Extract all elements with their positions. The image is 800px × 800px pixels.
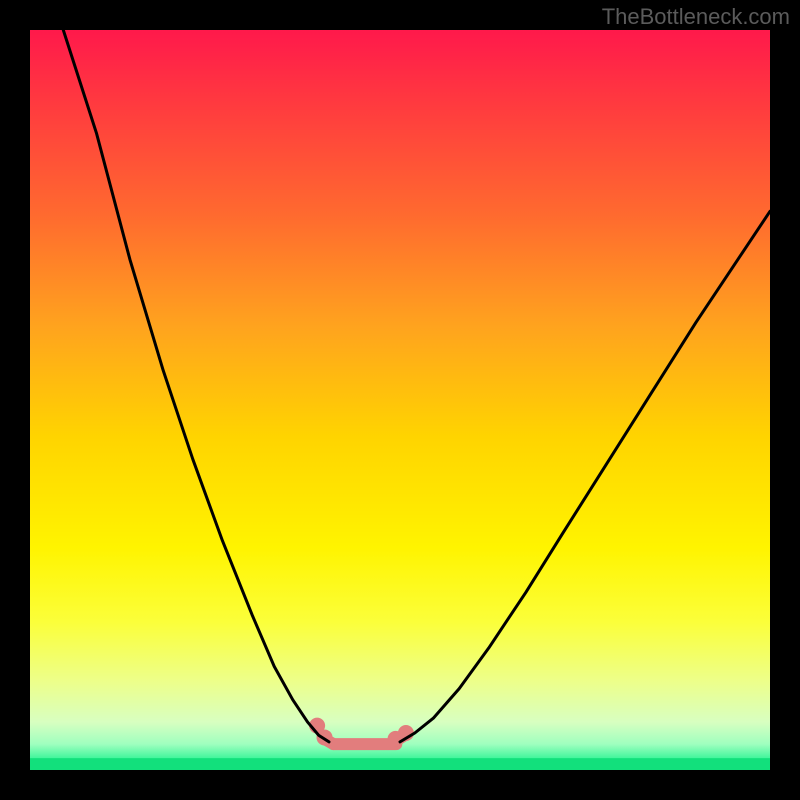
curve-left (63, 30, 329, 742)
chart-area (30, 30, 770, 770)
watermark-text: TheBottleneck.com (602, 4, 790, 30)
curve-right (400, 211, 770, 742)
page-root: TheBottleneck.com (0, 0, 800, 800)
chart-overlay (30, 30, 770, 770)
trough-marker (309, 718, 414, 747)
